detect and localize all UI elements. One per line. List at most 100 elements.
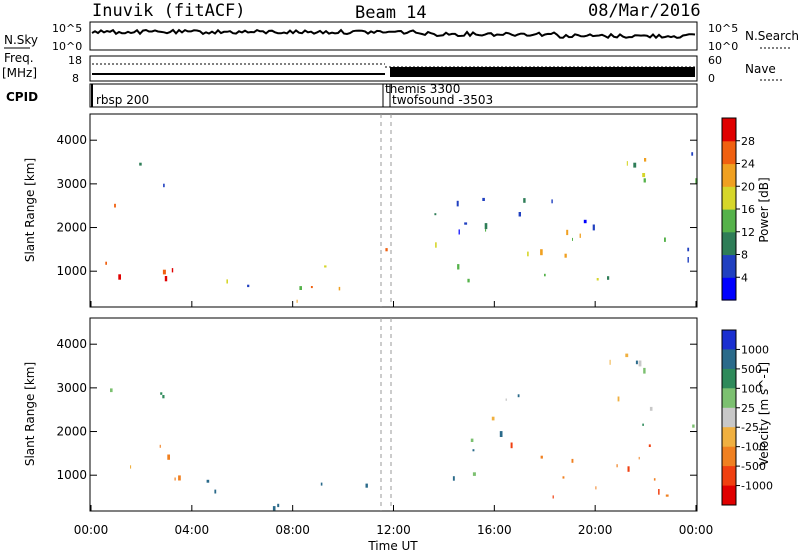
data-cell [110, 388, 113, 393]
data-cell [643, 178, 646, 183]
data-cell [130, 465, 132, 469]
data-cell [564, 253, 567, 258]
data-cell [118, 274, 121, 280]
power-data-cells [105, 152, 698, 303]
x-axis-ticks: 00:00 04:00 08:00 12:00 16:00 20:00 00:00 [74, 301, 713, 537]
data-cell [596, 278, 599, 281]
data-cell [625, 353, 629, 358]
velocity-colorbar-label: Velocity [m s^-1] [757, 362, 771, 466]
data-cell [687, 247, 690, 252]
station-title: Inuvik (fitACF) [92, 1, 246, 21]
data-cell [595, 486, 597, 490]
colorbar-segment [722, 427, 736, 448]
data-cell [320, 482, 323, 486]
power-frame [89, 113, 698, 308]
colorbar-segment [722, 231, 736, 256]
data-cell [644, 158, 647, 162]
power-panel: 1000 2000 3000 4000 Slant Range [km] [23, 113, 698, 308]
data-cell [162, 269, 166, 275]
data-cell [139, 162, 142, 166]
data-cell [695, 178, 698, 184]
data-cell [517, 394, 520, 398]
data-cell [691, 152, 694, 156]
data-cell [435, 242, 437, 248]
colorbar-segment [722, 388, 736, 409]
beam-title: Beam 14 [355, 3, 427, 23]
data-cell [571, 458, 574, 463]
nave-tick-top: 60 [708, 54, 722, 67]
data-cell [552, 495, 554, 499]
velocity-data-cells [110, 353, 695, 511]
data-cell [540, 249, 543, 256]
data-cell [296, 299, 298, 303]
colorbar-tick-label: -100 [741, 441, 766, 454]
colorbar-frame [721, 329, 737, 506]
power-y-label: Slant Range [km] [23, 158, 37, 262]
data-cell [174, 477, 176, 481]
data-cell [470, 438, 474, 442]
data-cell [226, 279, 228, 284]
data-cell [540, 455, 543, 459]
x-tick-label: 08:00 [275, 523, 310, 537]
data-cell [687, 257, 689, 263]
freq-trace-2 [390, 67, 695, 77]
data-cell [385, 248, 388, 252]
data-cell [206, 479, 210, 483]
power-y-ticks: 1000 2000 3000 4000 [56, 133, 697, 278]
data-cell [482, 197, 485, 201]
colorbar-segment [722, 407, 736, 428]
data-cell [648, 444, 651, 447]
nsky-trace [91, 28, 696, 40]
nsky-frame [89, 21, 698, 51]
data-cell [653, 478, 656, 481]
colorbar-segment [722, 466, 736, 486]
data-cell [171, 268, 174, 273]
data-cell [510, 442, 513, 449]
data-cell [178, 475, 181, 481]
colorbar-tick-label: 8 [741, 249, 748, 262]
data-cell [365, 483, 368, 488]
nsky-tick-top: 10^5 [52, 22, 82, 35]
data-cell [664, 237, 666, 242]
cpid-panel: CPID rbsp 200 themis 3300 twofsound -350… [6, 82, 698, 108]
data-cell [579, 233, 581, 238]
power-colorbar-label: Power [dB] [757, 177, 771, 242]
colorbar-tick-label: -500 [741, 460, 766, 473]
data-cell [551, 199, 553, 204]
nsearch-tick-top: 10^5 [708, 22, 738, 35]
data-cell [310, 286, 313, 289]
velocity-frame [89, 317, 698, 512]
data-cell [114, 203, 116, 208]
data-cell [159, 444, 161, 448]
data-cell [642, 173, 646, 178]
data-cell [633, 162, 637, 168]
cpid-label: CPID [6, 90, 38, 104]
data-cell [572, 237, 573, 241]
colorbar-segment [722, 140, 736, 165]
velocity-y-label: Slant Range [km] [23, 362, 37, 466]
data-cell [638, 456, 640, 460]
data-cell [458, 229, 460, 235]
colorbar-segment [722, 118, 736, 142]
date-title: 08/Mar/2016 [588, 1, 701, 21]
data-cell [456, 200, 459, 207]
nsearch-label: N.Search [745, 29, 799, 43]
data-cell [616, 464, 618, 468]
data-cell [160, 392, 163, 395]
data-cell [472, 449, 475, 452]
data-cell [544, 273, 546, 277]
colorbar-segment [722, 485, 736, 506]
colorbar-tick-label: 4 [741, 271, 748, 284]
freq-label: Freq. [4, 51, 34, 65]
y-tick-label: 4000 [56, 337, 87, 351]
data-cell [583, 219, 587, 224]
colorbar-tick-label: -1000 [741, 480, 773, 493]
colorbar-tick-label: 1000 [741, 343, 769, 356]
data-cell [163, 183, 165, 188]
nsky-panel: N.Sky 10^5 10^0 10^5 10^0 N.Search [4, 21, 799, 53]
colorbar-segment [722, 277, 736, 301]
data-cell [627, 466, 630, 472]
data-cell [626, 161, 628, 166]
data-cell [464, 222, 468, 225]
